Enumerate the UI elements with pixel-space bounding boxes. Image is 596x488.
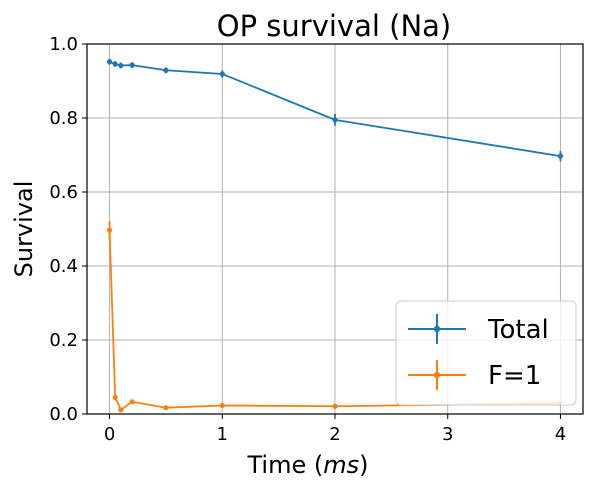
data-point [112, 394, 118, 400]
data-point [129, 62, 135, 68]
legend-marker [433, 325, 441, 333]
chart-title: OP survival (Na) [217, 9, 451, 43]
series-layer [106, 58, 564, 413]
legend-entry: F=1 [408, 360, 541, 391]
x-tick-label: 3 [442, 424, 453, 445]
y-axis-label: Survival [10, 181, 38, 278]
y-tick-label: 0.2 [49, 330, 78, 351]
data-point [332, 117, 338, 123]
series-f1 [106, 220, 564, 413]
data-point [118, 62, 124, 69]
y-tick-label: 0.8 [49, 108, 78, 129]
data-point [219, 71, 225, 77]
data-point [106, 59, 113, 65]
data-point [332, 403, 338, 409]
data-point [106, 227, 113, 233]
legend-entry: Total [408, 314, 549, 345]
x-tick-label: 1 [217, 424, 228, 445]
x-tick-label: 2 [329, 424, 340, 445]
ticks: 0 1 2 3 4 0.0 0.2 0.4 0.6 0.8 1.0 [49, 34, 566, 445]
data-point [112, 61, 118, 67]
legend-box [395, 300, 577, 406]
data-point [557, 153, 564, 159]
legend-marker [433, 371, 441, 379]
data-point [118, 407, 124, 413]
data-point [129, 399, 135, 405]
data-point [163, 67, 169, 73]
y-tick-label: 0.0 [49, 404, 78, 425]
y-tick-label: 0.4 [49, 256, 78, 277]
x-axis-label: Time (ms) [247, 451, 369, 479]
series-total [106, 58, 564, 162]
x-tick-label: 4 [555, 424, 566, 445]
y-tick-label: 0.6 [49, 182, 78, 203]
data-point [163, 405, 169, 411]
legend: Total F=1 [395, 300, 577, 406]
x-tick-label: 0 [104, 424, 115, 445]
legend-label: Total [487, 315, 549, 345]
legend-label: F=1 [488, 361, 541, 391]
y-tick-label: 1.0 [49, 34, 78, 55]
data-point [219, 402, 225, 409]
